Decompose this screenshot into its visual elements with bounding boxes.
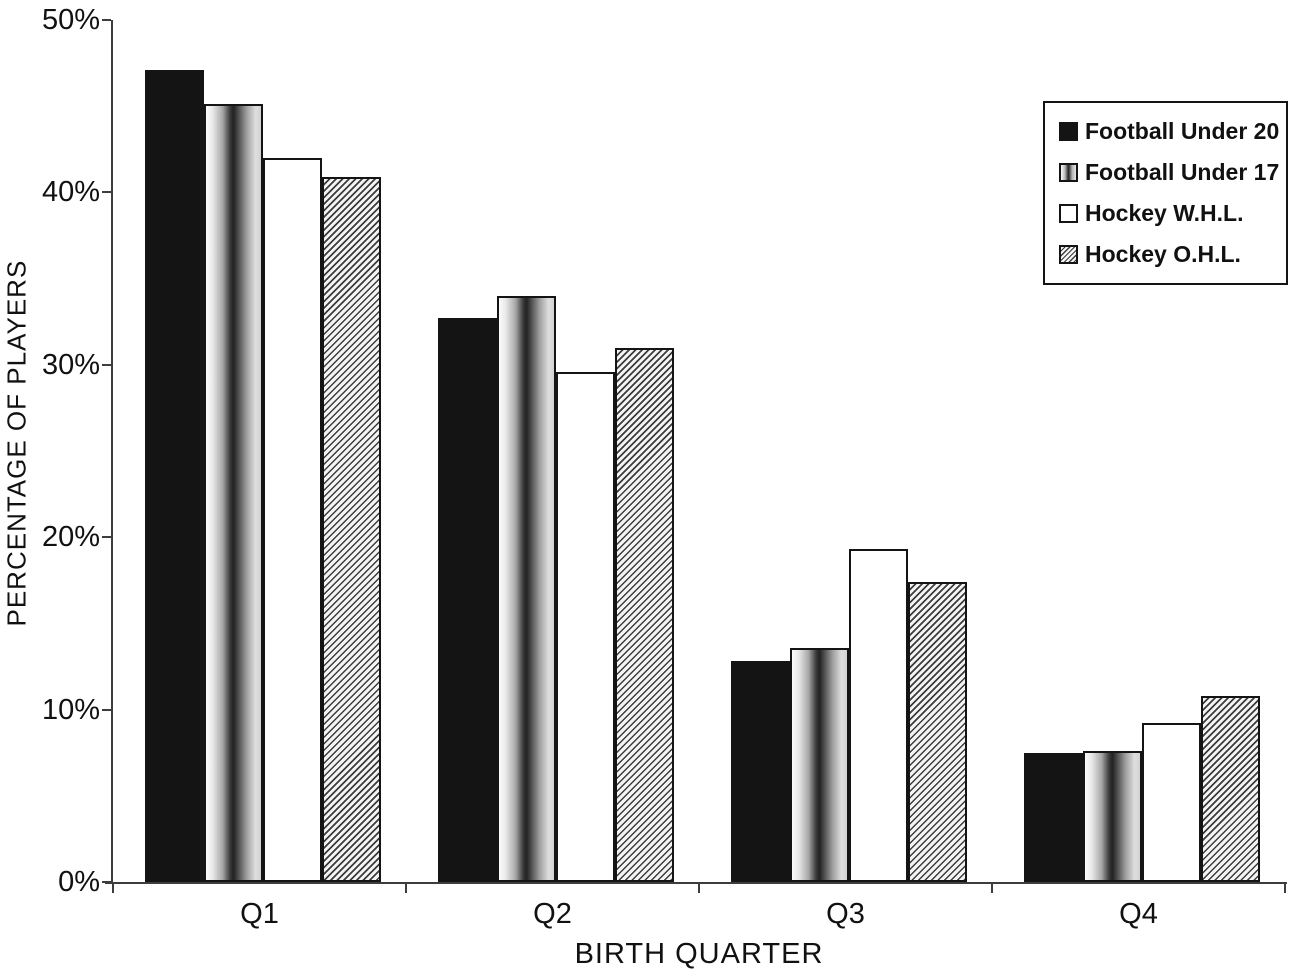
legend-swatch-icon <box>1059 122 1078 141</box>
legend-swatch-icon <box>1059 204 1078 223</box>
x-axis-line <box>105 882 1287 884</box>
x-tick <box>1284 884 1286 893</box>
y-tick <box>102 536 111 539</box>
bar-q2-series-1 <box>497 296 556 882</box>
legend-label: Football Under 20 <box>1085 118 1280 144</box>
x-tick <box>698 884 700 893</box>
bar-q4-series-3 <box>1201 696 1260 882</box>
bar-q1-series-0 <box>145 70 204 882</box>
bar-q4-series-2 <box>1142 723 1201 882</box>
legend-swatch-icon <box>1059 163 1078 182</box>
y-tick-label: 0% <box>58 866 100 898</box>
legend-swatch-icon <box>1059 245 1078 264</box>
x-axis-title: BIRTH QUARTER <box>574 938 824 970</box>
y-tick-label: 40% <box>41 176 100 209</box>
bar-q3-series-2 <box>849 549 908 882</box>
legend-item-1: Football Under 17 <box>1059 159 1286 186</box>
bar-q4-series-0 <box>1024 753 1083 882</box>
plot-area <box>102 19 1287 893</box>
bar-q1-series-1 <box>204 104 263 882</box>
bar-q2-series-2 <box>556 372 615 882</box>
legend-label: Hockey O.H.L. <box>1085 241 1241 267</box>
legend-label: Hockey W.H.L. <box>1085 200 1244 226</box>
y-tick <box>102 881 111 883</box>
legend-item-3: Hockey O.H.L. <box>1059 241 1286 268</box>
y-tick-label: 50% <box>41 4 100 36</box>
bar-q3-series-1 <box>790 648 849 882</box>
bar-q3-series-0 <box>731 661 790 882</box>
y-axis-title: PERCENTAGE OF PLAYERS <box>1 259 32 627</box>
bar-q2-series-0 <box>438 318 497 882</box>
x-tick <box>112 884 114 893</box>
y-tick <box>102 19 111 22</box>
bar-q1-series-3 <box>322 177 381 882</box>
x-tick <box>991 884 993 893</box>
x-tick <box>405 884 407 893</box>
legend: Football Under 20 Football Under 17 Hockey… <box>1043 101 1288 285</box>
x-category-label-q2: Q2 <box>533 898 572 930</box>
y-axis-line <box>111 20 113 884</box>
bar-q1-series-2 <box>263 158 322 882</box>
legend-item-2: Hockey W.H.L. <box>1059 200 1286 227</box>
y-tick-label: 10% <box>41 693 100 726</box>
bar-q3-series-3 <box>908 582 967 882</box>
y-tick <box>102 708 111 711</box>
bar-q4-series-1 <box>1083 751 1142 882</box>
bar-q2-series-3 <box>615 348 674 882</box>
y-tick <box>102 363 111 366</box>
y-tick-label: 20% <box>41 521 100 554</box>
legend-label: Football Under 17 <box>1085 159 1280 185</box>
y-tick-label: 30% <box>41 348 100 381</box>
x-category-label-q1: Q1 <box>240 898 279 930</box>
x-category-label-q3: Q3 <box>826 898 865 930</box>
legend-item-0: Football Under 20 <box>1059 118 1286 145</box>
y-tick <box>102 191 111 194</box>
x-category-label-q4: Q4 <box>1119 898 1158 930</box>
